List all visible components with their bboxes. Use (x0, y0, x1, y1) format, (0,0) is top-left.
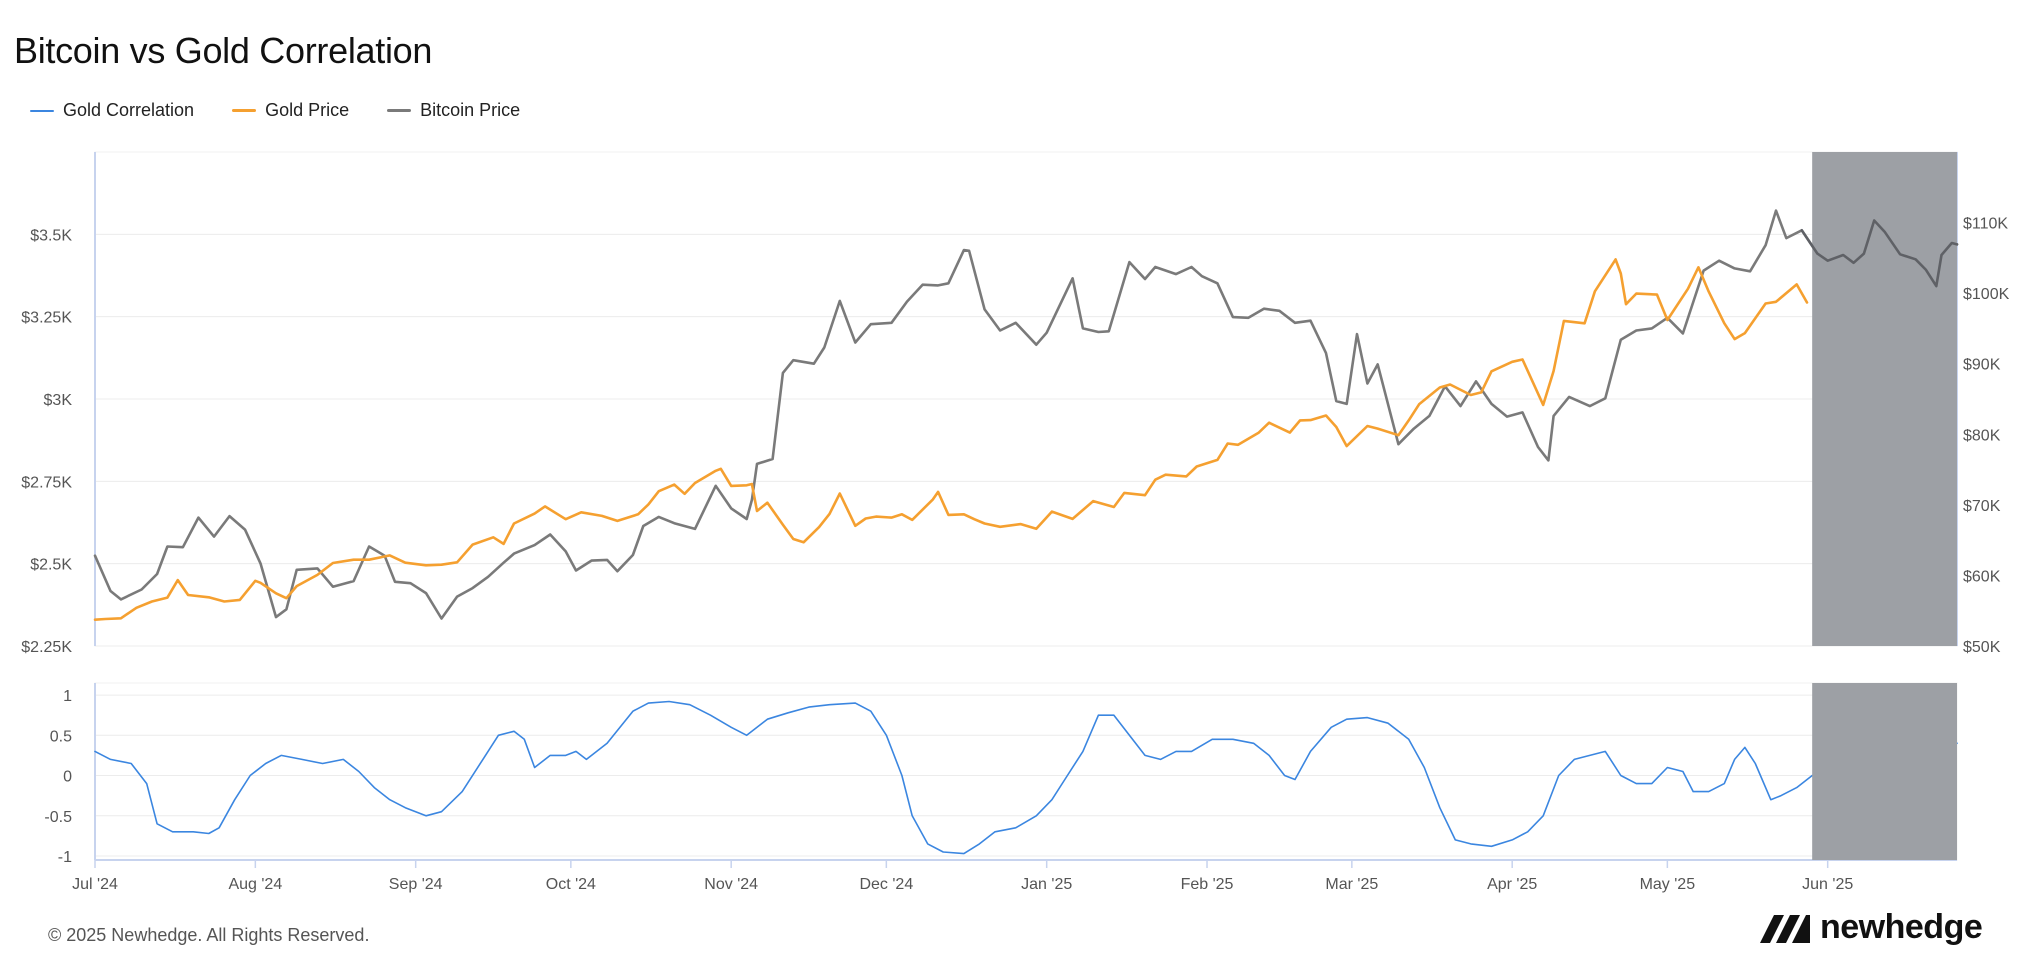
correlation-axis-tick-label: 1 (63, 688, 72, 705)
x-axis-tick-label: Dec '24 (859, 876, 913, 893)
legend-item-bitcoin-price[interactable]: Bitcoin Price (387, 100, 520, 121)
legend-item-gold-price[interactable]: Gold Price (232, 100, 349, 121)
legend-swatch-gold-correlation (30, 109, 54, 112)
correlation-axis-tick-label: 0 (63, 769, 72, 786)
x-axis-tick-label: Jul '24 (72, 876, 118, 893)
correlation-axis-tick-label: -0.5 (44, 809, 72, 826)
legend-label-gold-price: Gold Price (265, 100, 350, 120)
right-axis-tick-label: $60K (1963, 568, 2001, 585)
x-axis-tick-label: Mar '25 (1325, 876, 1378, 893)
series-gold-price[interactable] (93, 258, 1809, 621)
correlation-axis-tick-label: 0.5 (50, 728, 72, 745)
legend-swatch-bitcoin-price (387, 109, 412, 112)
left-axis-tick-label: $3.25K (21, 310, 72, 327)
x-axis-tick-label: Feb '25 (1181, 876, 1234, 893)
series-bitcoin-price[interactable] (93, 209, 1959, 620)
left-axis-tick-label: $2.75K (21, 474, 72, 491)
brand-name: newhedge (1820, 908, 1983, 946)
left-axis-tick-label: $3K (44, 392, 73, 409)
left-axis-tick-label: $2.5K (30, 557, 72, 574)
right-axis-tick-label: $110K (1963, 216, 2008, 233)
left-axis-tick-label: $2.25K (21, 639, 72, 656)
page-title: Bitcoin vs Gold Correlation (14, 30, 433, 71)
correlation-shaded-range (1812, 683, 1957, 860)
x-axis-tick-label: Oct '24 (546, 876, 596, 893)
right-axis-tick-label: $70K (1963, 498, 2001, 515)
series-bitcoin-price-shaded[interactable] (1800, 219, 1959, 288)
right-axis-tick-label: $50K (1963, 639, 2001, 656)
x-axis-tick-label: Sep '24 (389, 876, 443, 893)
x-axis-tick-label: Nov '24 (704, 876, 758, 893)
legend-item-gold-correlation[interactable]: Gold Correlation (30, 100, 194, 121)
x-axis-tick-label: Jun '25 (1802, 876, 1853, 893)
right-axis-tick-label: $100K (1963, 286, 2010, 303)
right-axis-tick-label: $90K (1963, 357, 2001, 374)
copyright-footer: © 2025 Newhedge. All Rights Reserved. (48, 925, 370, 945)
correlation-axis-tick-label: -1 (58, 849, 72, 866)
left-axis-tick-label: $3.5K (30, 227, 72, 244)
newhedge-logo-icon (1760, 913, 1810, 943)
legend-label-gold-correlation: Gold Correlation (63, 100, 195, 120)
legend-swatch-gold-price (232, 109, 257, 112)
x-axis-tick-label: Apr '25 (1487, 876, 1537, 893)
chart-area: $2.25K $2.5K $2.75K $3K $3.25K $3.5K $50K $60K $… (21, 151, 2010, 893)
x-axis-tick-label: Aug '24 (228, 876, 282, 893)
x-axis-tick-label: May '25 (1640, 876, 1696, 893)
series-gold-correlation[interactable] (94, 700, 1958, 855)
x-axis-tick-label: Jan '25 (1021, 876, 1072, 893)
right-axis-tick-label: $80K (1963, 427, 2001, 444)
price-shaded-range (1812, 152, 1957, 646)
chart-legend: Gold Correlation Gold Price Bitcoin Pric… (30, 100, 520, 121)
brand-logo[interactable]: newhedge (1760, 908, 1983, 947)
correlation-plot-area (94, 682, 1958, 861)
legend-label-bitcoin-price: Bitcoin Price (420, 100, 521, 120)
